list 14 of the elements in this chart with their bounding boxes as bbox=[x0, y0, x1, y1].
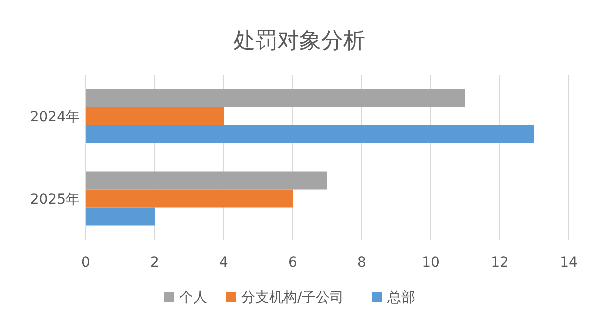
x-tick-label: 2 bbox=[150, 255, 160, 271]
legend-label: 个人 bbox=[180, 290, 208, 306]
legend-label: 分支机构/子公司 bbox=[242, 290, 344, 306]
y-tick-label: 2025年 bbox=[30, 192, 80, 208]
x-tick-label: 14 bbox=[560, 255, 578, 271]
x-tick-label: 0 bbox=[82, 255, 90, 271]
title: 处罚对象分析 bbox=[234, 29, 366, 54]
x-tick-label: 8 bbox=[358, 255, 366, 271]
y-tick-label: 2024年 bbox=[30, 109, 80, 126]
x-tick-label: 12 bbox=[491, 255, 509, 271]
legend-label: 总部 bbox=[386, 290, 416, 306]
x-tick-label: 10 bbox=[422, 255, 440, 271]
x-tick-label: 4 bbox=[220, 255, 229, 271]
x-tick-label: 6 bbox=[288, 255, 298, 271]
